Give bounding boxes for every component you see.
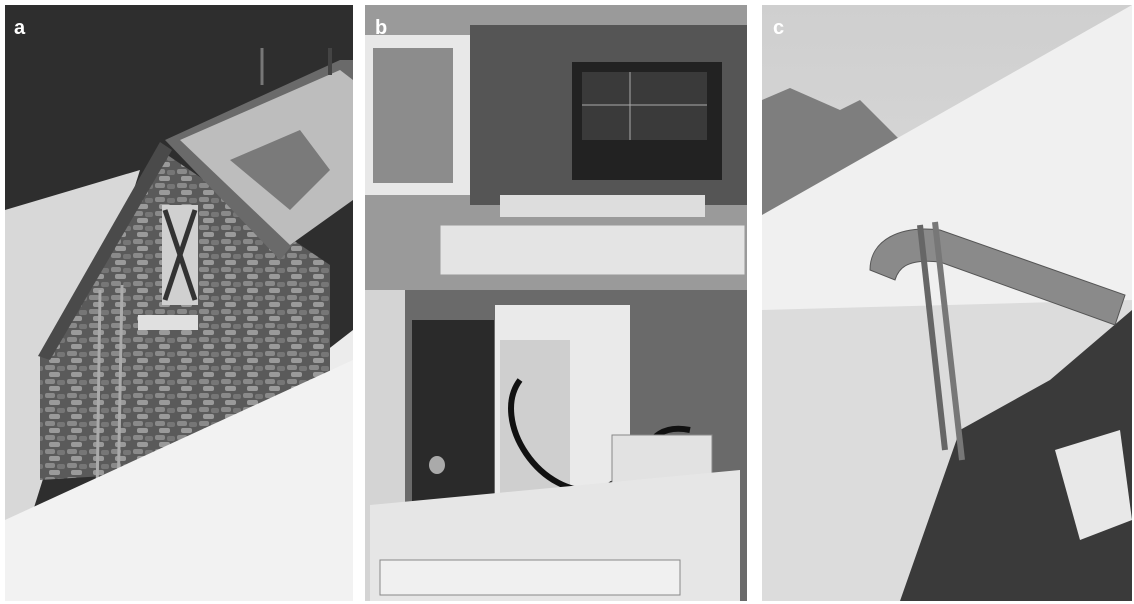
panel-label: c <box>773 17 784 39</box>
panel-label: a <box>14 17 26 39</box>
photo-equipment <box>365 5 747 601</box>
panel-label: b <box>375 17 387 39</box>
photo-hut <box>5 5 353 601</box>
photo-slope <box>762 5 1132 601</box>
